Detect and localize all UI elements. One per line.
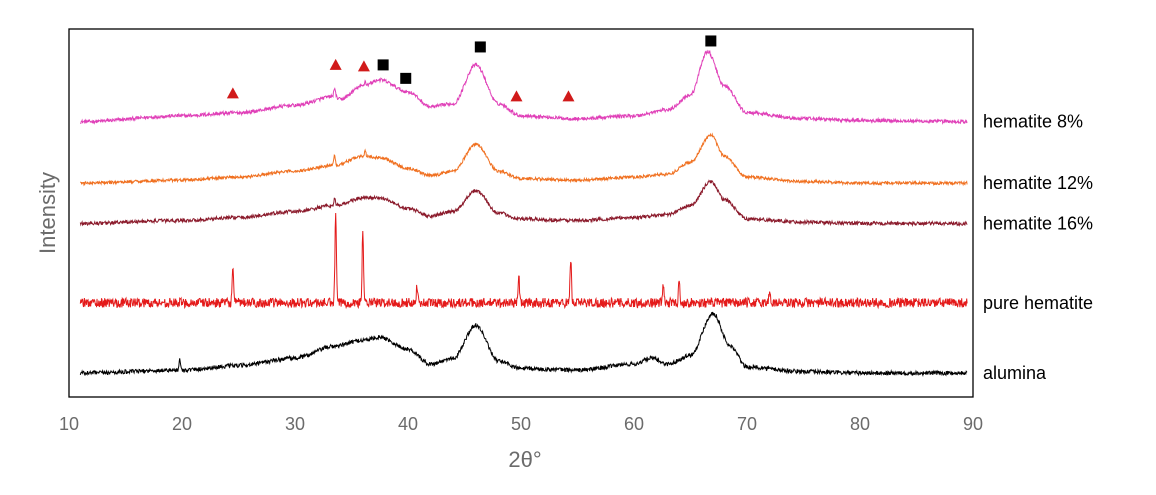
series-line-alumina — [79, 311, 968, 378]
square-marker — [377, 59, 389, 71]
triangle-marker — [226, 87, 239, 99]
series-line-hematite-12- — [79, 132, 968, 187]
triangle-marker — [329, 58, 342, 70]
x-tick-label: 10 — [59, 414, 79, 434]
series-label-pure-hematite: pure hematite — [983, 293, 1093, 313]
x-tick-label: 80 — [850, 414, 870, 434]
series-label-hematite-16-: hematite 16% — [983, 213, 1093, 233]
x-tick-label: 60 — [624, 414, 644, 434]
x-tick-label: 20 — [172, 414, 192, 434]
y-axis-title: Intensity — [35, 172, 60, 254]
series-label-alumina: alumina — [983, 363, 1047, 383]
square-marker — [705, 35, 717, 47]
x-axis-title: 2θ° — [508, 447, 541, 472]
plot-frame — [68, 28, 974, 398]
x-tick-label: 40 — [398, 414, 418, 434]
x-tick-label: 90 — [963, 414, 983, 434]
series-line-hematite-8- — [80, 49, 968, 125]
series-label-hematite-8-: hematite 8% — [983, 112, 1083, 132]
triangle-marker — [357, 60, 370, 72]
x-tick-label: 50 — [511, 414, 531, 434]
series-line-pure-hematite — [79, 212, 968, 310]
triangle-marker — [510, 90, 523, 102]
series-label-hematite-12-: hematite 12% — [983, 173, 1093, 193]
x-tick-label: 30 — [285, 414, 305, 434]
x-tick-label: 70 — [737, 414, 757, 434]
triangle-marker — [562, 90, 575, 102]
square-marker — [474, 41, 486, 53]
square-marker — [400, 72, 412, 84]
series-line-hematite-16- — [79, 179, 968, 228]
